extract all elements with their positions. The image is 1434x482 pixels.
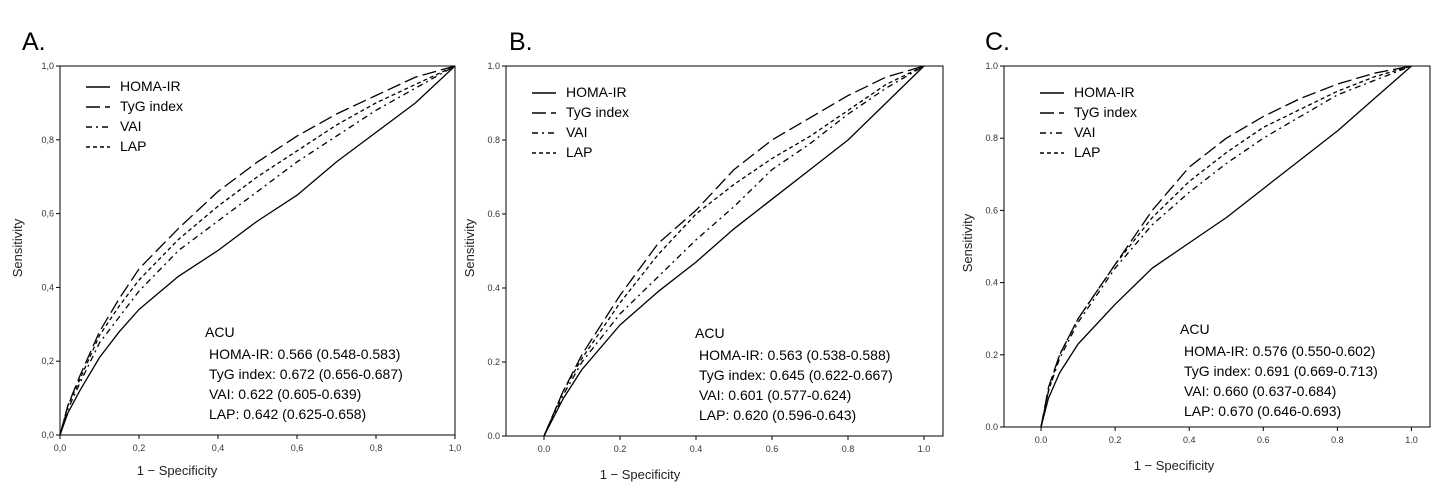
- panel-b-legend-label-lap: LAP: [566, 144, 592, 160]
- panel-b-y-tick-label: 0.6: [487, 209, 500, 219]
- panel-c-curve-homa-ir: [1040, 66, 1412, 427]
- panel-c-legend-label-vai: VAI: [1074, 124, 1096, 140]
- panel-a-acu-line: HOMA-IR: 0.566 (0.548-0.583): [209, 346, 400, 362]
- panel-c-x-tick-label: 0.8: [1331, 435, 1344, 445]
- panel-b-acu-line: TyG index: 0.645 (0.622-0.667): [699, 367, 893, 383]
- panel-a-curve-lap: [60, 66, 455, 435]
- panel-b-x-tick-label: 1.0: [918, 444, 931, 454]
- panel-c-legend-label-lap: LAP: [1074, 144, 1100, 160]
- panel-a-y-tick-label: 0,0: [41, 430, 54, 440]
- panel-a-x-tick-label: 0,6: [291, 443, 304, 453]
- panel-c-acu-line: VAI: 0.660 (0.637-0.684): [1184, 383, 1336, 399]
- panel-c-legend-label-tyg-index: TyG index: [1074, 104, 1137, 120]
- panel-a-x-tick-label: 0,2: [133, 443, 146, 453]
- panel-b-x-tick-label: 0.8: [842, 444, 855, 454]
- panel-a-y-tick-label: 1,0: [41, 61, 54, 71]
- panel-c-y-tick-label: 0.8: [985, 133, 998, 143]
- panel-a-y-tick-label: 0,6: [41, 209, 54, 219]
- panel-a-legend: HOMA-IR TyG index VAI LAP: [86, 78, 183, 154]
- panel-b-curve-vai: [543, 66, 925, 436]
- panel-a-acu-line: LAP: 0.642 (0.625-0.658): [209, 406, 366, 422]
- panel-c-acu-heading: ACU: [1180, 321, 1210, 337]
- panel-b-curve-homa-ir: [543, 66, 925, 436]
- panel-b-y-axis-title: Sensitivity: [462, 218, 477, 277]
- panel-c-acu-line: LAP: 0.670 (0.646-0.693): [1184, 403, 1341, 419]
- panel-b-x-tick-label: 0.6: [766, 444, 779, 454]
- panel-b-y-tick-label: 0.2: [487, 357, 500, 367]
- panel-c-x-tick-label: 0.4: [1183, 435, 1196, 445]
- panel-c-legend: HOMA-IR TyG index VAI LAP: [1040, 84, 1137, 160]
- panel-a-x-tick-label: 0,0: [54, 443, 67, 453]
- panel-c-curve-vai: [1040, 66, 1412, 427]
- panel-b-plot-frame: [505, 65, 944, 437]
- panel-b-acu-line: HOMA-IR: 0.563 (0.538-0.588): [699, 347, 890, 363]
- panel-b: B. 0.0 0.0 0.2 0.2 0.4 0.4 0.6 0.6 0.8 0.8 1.0 1.0 1 …: [462, 28, 944, 482]
- panel-a-curve-homa-ir: [60, 66, 455, 435]
- panel-a: A. 0,00,0 0,2 0,2 0,4 0,4 0,6 0,6 0,8 0,8 1,0 1,0 1 …: [10, 28, 461, 478]
- panel-a-y-axis-title: Sensitivity: [10, 218, 25, 277]
- panel-b-curve-lap: [543, 66, 925, 436]
- panel-b-y-tick-label: 0.4: [487, 283, 500, 293]
- panel-c-plot-frame: [1003, 65, 1431, 428]
- panel-c-acu-annotation: ACU HOMA-IR: 0.576 (0.550-0.602) TyG index…: [1180, 321, 1378, 419]
- panel-c-y-tick-label: 1.0: [985, 61, 998, 71]
- panel-a-legend-label-lap: LAP: [120, 138, 146, 154]
- panel-b-legend-label-tyg-index: TyG index: [566, 104, 629, 120]
- panel-c-y-tick-label: 0.0: [985, 422, 998, 432]
- panel-c-y-tick-label: 0.6: [985, 205, 998, 215]
- panel-c-x-tick-label: 0.2: [1109, 435, 1122, 445]
- panel-a-plot-frame: [59, 65, 456, 436]
- panel-c-x-axis-title: 1 − Specificity: [1134, 458, 1215, 473]
- panel-b-legend-label-vai: VAI: [566, 124, 588, 140]
- panel-a-x-tick-label: 1,0: [449, 443, 462, 453]
- panel-c-y-axis-title: Sensitivity: [960, 213, 975, 272]
- panel-b-x-tick-label: 0.0: [538, 444, 551, 454]
- panel-a-legend-label-tyg-index: TyG index: [120, 98, 183, 114]
- panel-b-acu-line: VAI: 0.601 (0.577-0.624): [699, 387, 851, 403]
- panel-c-legend-label-homa-ir: HOMA-IR: [1074, 84, 1135, 100]
- panel-c-x-tick-label: 0.0: [1035, 435, 1048, 445]
- panel-b-x-tick-label: 0.4: [690, 444, 703, 454]
- panel-c-acu-line: TyG index: 0.691 (0.669-0.713): [1184, 363, 1378, 379]
- panel-a-acu-line: VAI: 0.622 (0.605-0.639): [209, 386, 361, 402]
- panel-a-y-tick-label: 0,2: [41, 356, 54, 366]
- panel-a-x-tick-label: 0,4: [212, 443, 225, 453]
- panel-b-y-tick-label: 0.8: [487, 135, 500, 145]
- panel-a-curve-tyg-index: [60, 66, 455, 435]
- panel-b-acu-line: LAP: 0.620 (0.596-0.643): [699, 407, 856, 423]
- panel-c-y-tick-label: 0.2: [985, 350, 998, 360]
- panel-a-x-tick-label: 0,8: [370, 443, 383, 453]
- panel-c-x-tick-label: 1.0: [1405, 435, 1418, 445]
- panel-b-acu-annotation: ACU HOMA-IR: 0.563 (0.538-0.588) TyG index…: [695, 325, 893, 423]
- panel-b-acu-heading: ACU: [695, 325, 725, 341]
- panel-b-x-axis-title: 1 − Specificity: [600, 467, 681, 482]
- panel-a-y-tick-label: 0,8: [41, 135, 54, 145]
- panel-a-letter: A.: [22, 28, 46, 56]
- panel-c-x-tick-label: 0.6: [1257, 435, 1270, 445]
- panel-c: C. 0.0 0.0 0.2 0.2 0.4 0.4 0.6 0.6 0.8 0.8 1.0 1.0 1 …: [960, 28, 1431, 473]
- panel-b-legend-label-homa-ir: HOMA-IR: [566, 84, 627, 100]
- panel-a-legend-label-homa-ir: HOMA-IR: [120, 78, 181, 94]
- panel-b-y-tick-label: 1.0: [487, 61, 500, 71]
- panel-c-letter: C.: [985, 28, 1010, 56]
- panel-b-x-tick-label: 0.2: [614, 444, 627, 454]
- panel-b-letter: B.: [509, 28, 533, 56]
- panel-b-curve-tyg-index: [543, 66, 925, 436]
- panel-a-acu-line: TyG index: 0.672 (0.656-0.687): [209, 366, 403, 382]
- panel-a-x-axis-title: 1 − Specificity: [137, 463, 218, 478]
- panel-c-y-tick-label: 0.4: [985, 278, 998, 288]
- panel-b-y-tick-label: 0.0: [487, 431, 500, 441]
- panel-a-acu-heading: ACU: [205, 324, 235, 340]
- panel-a-legend-label-vai: VAI: [120, 118, 142, 134]
- panel-a-y-tick-label: 0,4: [41, 282, 54, 292]
- panel-c-acu-line: HOMA-IR: 0.576 (0.550-0.602): [1184, 343, 1375, 359]
- panel-a-acu-annotation: ACU HOMA-IR: 0.566 (0.548-0.583) TyG index…: [205, 324, 403, 422]
- panel-b-legend: HOMA-IR TyG index VAI LAP: [532, 84, 629, 160]
